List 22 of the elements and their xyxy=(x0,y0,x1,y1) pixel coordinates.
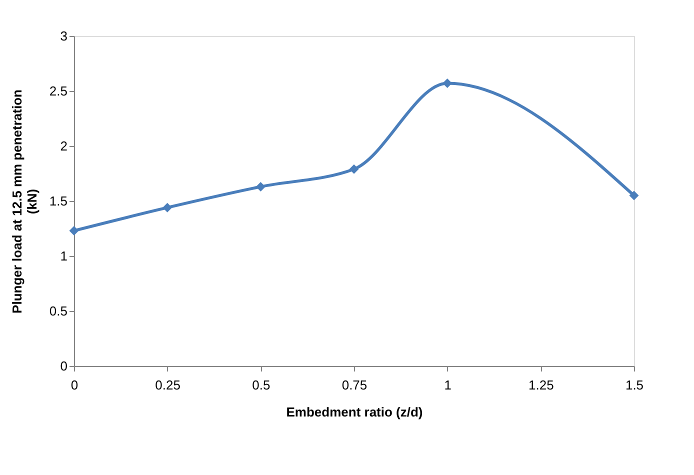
x-tick-label: 0.25 xyxy=(155,378,180,392)
x-axis-title: Embedment ratio (z/d) xyxy=(286,404,423,420)
y-tick-label: 3 xyxy=(60,28,68,44)
point xyxy=(442,78,452,88)
x-tick-label: 0 xyxy=(70,378,78,392)
x-tick-label: 0.75 xyxy=(342,378,368,392)
y-tick-label: 1 xyxy=(60,248,68,264)
y-tick-label: 2 xyxy=(60,138,68,154)
point xyxy=(69,226,79,236)
y-tick-label: 1.5 xyxy=(49,194,68,208)
x-tick-label: 1.5 xyxy=(625,378,644,392)
y-tick-label: 2.5 xyxy=(49,84,68,98)
x-tick-label: 0.5 xyxy=(252,378,270,392)
point xyxy=(349,164,359,174)
y-tick-label: 0 xyxy=(60,358,68,374)
x-tick-label: 1 xyxy=(444,378,452,392)
point xyxy=(162,202,172,212)
x-tick-label: 1.25 xyxy=(528,378,554,392)
point xyxy=(629,190,639,200)
y-axis-title: Plunger load at 12.5 mm penetration (kN) xyxy=(9,89,40,314)
point xyxy=(256,182,266,192)
y-tick-label: 0.5 xyxy=(49,304,68,318)
